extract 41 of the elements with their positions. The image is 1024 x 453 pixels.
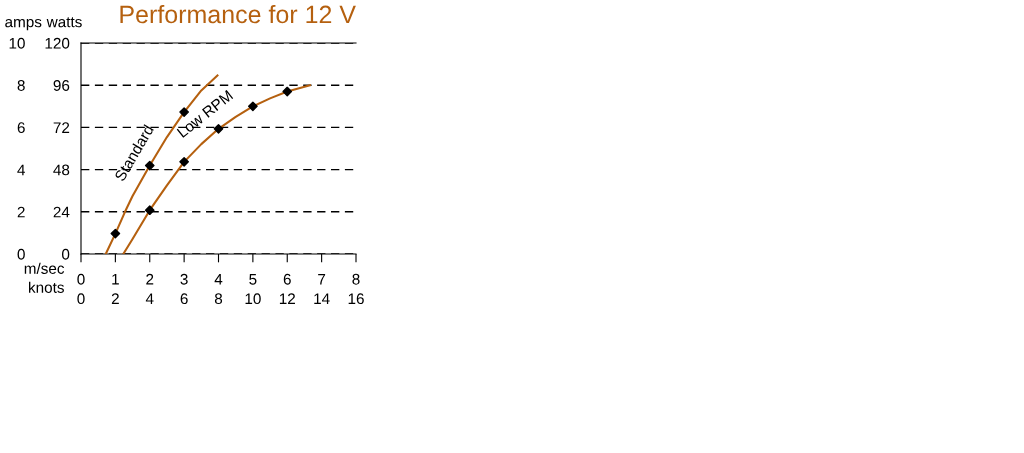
y2-tick-label: 4	[17, 164, 25, 176]
point	[179, 157, 189, 167]
y-tick-label: 0	[61, 248, 70, 260]
y-tick-label: 96	[53, 80, 70, 91]
x-tick-label: 7	[318, 274, 326, 285]
x-tick-label: 8	[352, 273, 360, 285]
x2-tick-label: 12	[279, 293, 295, 304]
y2-tick-label: 6	[17, 122, 25, 134]
x2-tick-label: 2	[111, 293, 119, 304]
point	[282, 86, 293, 97]
x2-tick-label: 0	[77, 293, 85, 305]
x-tick-label: 1	[112, 274, 119, 285]
x-tick-label: 0	[77, 273, 85, 285]
y2-tick-label: 8	[17, 80, 25, 91]
point	[248, 101, 258, 112]
x2-tick-label: 14	[314, 293, 330, 304]
y2-axis-title: amps	[5, 18, 42, 31]
x2-tick-label: 8	[214, 293, 223, 305]
x2-tick-label: 4	[145, 293, 154, 304]
y-axis-title: watts	[46, 17, 82, 28]
y2-tick-label: 10	[9, 37, 25, 49]
y-tick-label: 24	[53, 206, 70, 218]
x2-tick-label: 10	[245, 293, 261, 305]
x2-tick-label: 6	[180, 293, 188, 305]
y-tick-label: 120	[45, 37, 70, 49]
y2-tick-label: 2	[17, 206, 25, 218]
x-axis-title: m/sec	[24, 262, 65, 274]
x2-tick-label: 16	[348, 293, 364, 305]
chart-title: Performance for 12 V	[120, 4, 356, 24]
y-tick-label: 48	[53, 164, 70, 176]
x-tick-label: 6	[283, 273, 291, 285]
point	[213, 123, 224, 134]
x-tick-label: 4	[214, 274, 223, 285]
y-tick-label: 72	[53, 122, 70, 133]
x-tick-label: 5	[249, 274, 257, 285]
x2-axis-title: knots	[29, 281, 64, 293]
x-tick-label: 3	[180, 273, 188, 285]
y2-tick-label: 0	[17, 248, 25, 260]
point	[110, 228, 121, 239]
x-tick-label: 2	[146, 273, 154, 285]
point	[144, 205, 155, 216]
